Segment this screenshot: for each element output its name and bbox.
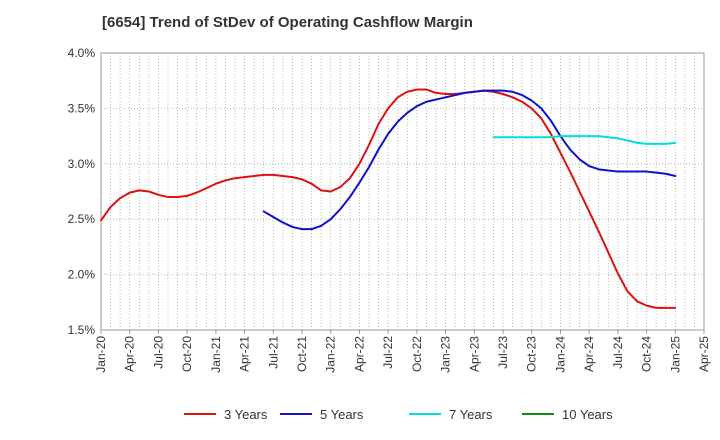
x-tick-label: Jul-20 — [151, 336, 165, 369]
legend-label: 5 Years — [320, 407, 364, 422]
legend-label: 7 Years — [449, 407, 493, 422]
legend-label: 10 Years — [562, 407, 613, 422]
x-tick-label: Jul-23 — [496, 336, 510, 369]
x-tick-label: Oct-24 — [640, 336, 654, 372]
x-tick-label: Apr-23 — [467, 336, 481, 372]
legend-label: 3 Years — [224, 407, 268, 422]
x-tick-label: Apr-24 — [582, 336, 596, 372]
x-tick-label: Jul-21 — [266, 336, 280, 369]
series-line-1 — [100, 88, 677, 309]
x-tick-label: Jan-24 — [553, 336, 567, 373]
y-tick-label: 3.5% — [68, 101, 96, 115]
series-line-2 — [262, 89, 677, 231]
x-tick-label: Jan-21 — [209, 336, 223, 373]
x-tick-label: Oct-21 — [295, 336, 309, 372]
x-tick-label: Jan-20 — [94, 336, 108, 373]
y-tick-label: 1.5% — [68, 323, 96, 337]
series-line-3 — [492, 135, 677, 145]
x-tick-label: Oct-20 — [180, 336, 194, 372]
y-tick-label: 2.5% — [68, 212, 96, 226]
x-tick-label: Oct-23 — [525, 336, 539, 372]
x-tick-label: Oct-22 — [410, 336, 424, 372]
y-tick-label: 2.0% — [68, 268, 96, 282]
x-tick-label: Jul-24 — [611, 336, 625, 369]
x-tick-label: Apr-21 — [238, 336, 252, 372]
y-tick-label: 3.0% — [68, 157, 96, 171]
x-tick-label: Jan-23 — [439, 336, 453, 373]
x-tick-label: Apr-22 — [352, 336, 366, 372]
x-tick-label: Jan-22 — [324, 336, 338, 373]
x-tick-label: Apr-20 — [123, 336, 137, 372]
y-tick-label: 4.0% — [68, 46, 96, 60]
x-tick-label: Jan-25 — [668, 336, 682, 373]
plot-frame — [100, 52, 705, 331]
chart-title: [6654] Trend of StDev of Operating Cashf… — [102, 14, 473, 31]
x-tick-label: Jul-22 — [381, 336, 395, 369]
x-tick-label: Apr-25 — [697, 336, 711, 372]
